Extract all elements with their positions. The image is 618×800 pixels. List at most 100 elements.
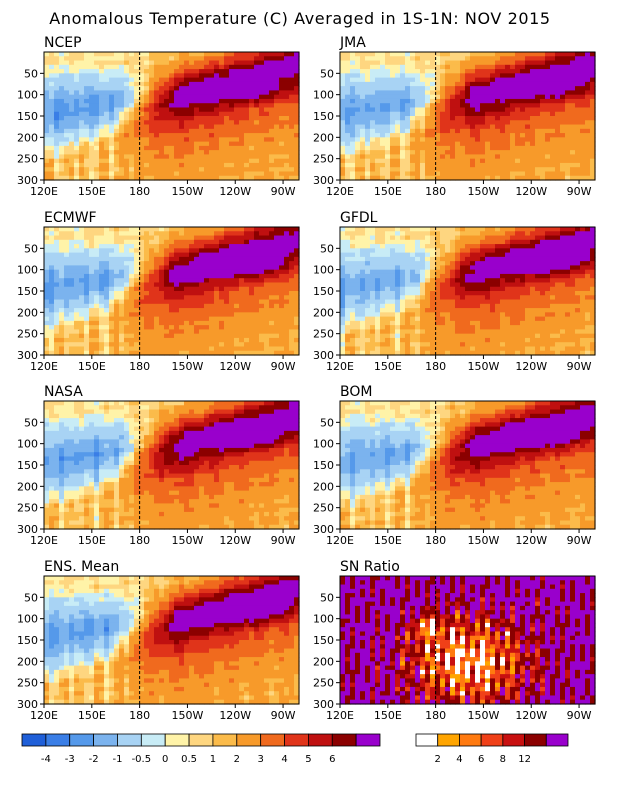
heat-cell	[194, 261, 200, 266]
heat-cell	[350, 261, 356, 266]
heat-cell	[420, 103, 426, 109]
heat-cell	[585, 116, 591, 121]
heat-cell	[360, 120, 366, 126]
heat-cell	[530, 171, 536, 177]
heat-cell	[214, 329, 220, 335]
heat-cell	[410, 145, 416, 151]
heat-cell	[159, 86, 165, 91]
heat-cell	[415, 52, 421, 57]
heat-cell	[79, 120, 85, 126]
heat-cell	[119, 116, 125, 121]
heat-cell	[470, 116, 476, 121]
heat-cell	[84, 273, 90, 279]
heat-cell	[214, 252, 220, 258]
heat-cell	[99, 128, 105, 134]
heat-cell	[460, 73, 466, 79]
heat-cell	[49, 107, 55, 113]
heat-cell	[550, 81, 556, 87]
heat-cell	[124, 116, 130, 121]
heat-cell	[294, 103, 300, 109]
heat-cell	[510, 124, 516, 130]
heat-cell	[239, 295, 245, 301]
heat-cell	[480, 150, 486, 155]
heat-cell	[79, 308, 85, 313]
heat-cell	[154, 342, 160, 348]
heat-cell	[109, 150, 115, 155]
heat-cell	[229, 295, 235, 301]
heat-cell	[79, 107, 85, 113]
heat-cell	[435, 145, 441, 151]
heat-cell	[470, 64, 476, 70]
heat-cell	[169, 103, 175, 109]
heat-cell	[44, 73, 50, 79]
heat-cell	[234, 252, 240, 258]
heat-cell	[274, 111, 280, 117]
heat-cell	[370, 278, 376, 284]
heat-cell	[264, 52, 270, 57]
heat-cell	[269, 256, 275, 262]
heat-cell	[279, 64, 285, 70]
heat-cell	[119, 133, 125, 138]
heat-cell	[580, 64, 586, 70]
heat-cell	[565, 133, 571, 138]
heat-cell	[224, 269, 230, 275]
heat-cell	[119, 86, 125, 91]
heat-cell	[174, 175, 180, 181]
heat-cell	[470, 141, 476, 147]
heat-cell	[69, 73, 75, 79]
heat-cell	[124, 107, 130, 113]
heat-cell	[259, 94, 265, 100]
heat-cell	[199, 175, 205, 181]
heat-cell	[209, 171, 215, 177]
heat-cell	[360, 231, 366, 237]
heat-cell	[149, 320, 155, 326]
heat-cell	[535, 133, 541, 138]
heat-cell	[355, 273, 361, 279]
heat-cell	[159, 154, 165, 160]
heat-cell	[445, 98, 451, 104]
heat-cell	[99, 77, 105, 83]
heat-cell	[515, 124, 521, 130]
heat-cell	[184, 269, 190, 275]
heat-cell	[520, 154, 526, 160]
heat-cell	[505, 154, 511, 160]
heat-cell	[545, 81, 551, 87]
heat-cell	[370, 308, 376, 313]
heat-cell	[490, 69, 496, 74]
heat-cell	[545, 94, 551, 100]
heat-cell	[249, 308, 255, 313]
heat-cell	[575, 154, 581, 160]
heat-cell	[204, 124, 210, 130]
heat-cell	[440, 133, 446, 138]
heat-cell	[274, 256, 280, 262]
heat-cell	[430, 103, 436, 109]
heat-cell	[485, 60, 491, 66]
heat-cell	[380, 150, 386, 155]
heat-cell	[410, 69, 416, 74]
heat-cell	[254, 124, 260, 130]
heat-cell	[84, 286, 90, 292]
heat-cell	[249, 329, 255, 335]
heat-cell	[525, 64, 531, 70]
heat-cell	[189, 167, 195, 173]
heat-cell	[104, 86, 110, 91]
heat-cell	[520, 137, 526, 143]
heat-cell	[590, 103, 596, 109]
heat-cell	[149, 329, 155, 335]
heat-cell	[149, 316, 155, 322]
heat-cell	[229, 73, 235, 79]
heat-cell	[44, 231, 50, 237]
heat-cell	[44, 303, 50, 309]
heat-cell	[425, 133, 431, 138]
heat-cell	[289, 154, 295, 160]
heat-cell	[84, 312, 90, 318]
heat-cell	[59, 299, 65, 305]
heat-cell	[204, 273, 210, 279]
heat-cell	[209, 103, 215, 109]
heat-cell	[254, 303, 260, 309]
heat-cell	[490, 150, 496, 155]
heat-cell	[500, 111, 506, 117]
heat-cell	[269, 141, 275, 147]
heat-cell	[500, 94, 506, 100]
heat-cell	[159, 265, 165, 271]
